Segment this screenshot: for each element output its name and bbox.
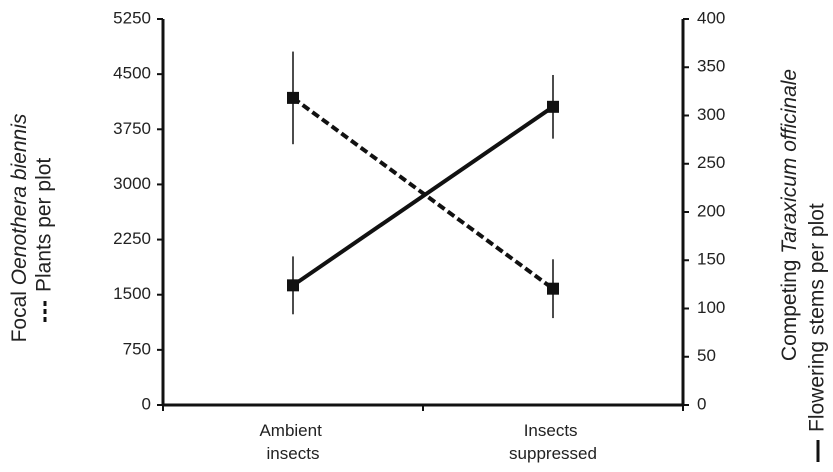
y-tick-label: 1500 (113, 284, 151, 303)
series-line (291, 105, 555, 287)
legend-label: Plants per plot (33, 158, 56, 292)
y2-tick-label: 50 (697, 346, 716, 365)
y2-axis-label: Competing Taraxicum officinale (778, 69, 801, 361)
y-tick-label: 0 (142, 394, 151, 413)
marker (287, 91, 299, 104)
y-axis-label: Focal Oenothera biennis (8, 113, 31, 342)
y-tick-label: 5250 (113, 8, 151, 27)
y-tick-label: 3000 (113, 174, 151, 193)
y-tick-label: 3750 (113, 119, 151, 138)
y-tick-label: 750 (123, 339, 151, 358)
y-tick-label: 4500 (113, 64, 151, 83)
x-tick-label: Insects suppressed (509, 421, 597, 463)
y2-tick-label: 200 (697, 201, 725, 220)
y2-tick-label: 250 (697, 153, 725, 172)
y-tick-label: 2250 (113, 229, 151, 248)
x-tick-label: Ambient insects (259, 421, 326, 463)
marker (547, 282, 559, 295)
y2-tick-label: 300 (697, 105, 725, 124)
legend-label: Flowering stems per plot (806, 203, 829, 432)
y2-tick-label: 400 (697, 8, 725, 27)
y2-tick-label: 0 (697, 394, 706, 413)
y2-tick-label: 150 (697, 250, 725, 269)
marker (287, 279, 299, 292)
series-line (291, 96, 555, 291)
y2-tick-label: 350 (697, 57, 725, 76)
y2-tick-label: 100 (697, 298, 725, 317)
marker (547, 100, 559, 113)
